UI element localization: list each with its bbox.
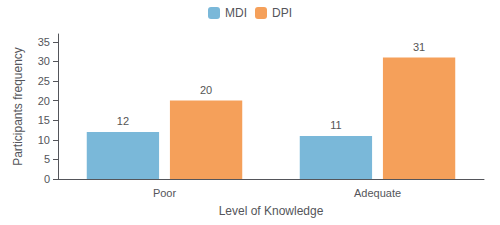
svg-text:12: 12	[117, 115, 129, 127]
svg-text:5: 5	[44, 153, 50, 165]
svg-text:DPI: DPI	[272, 6, 292, 20]
svg-text:35: 35	[38, 36, 50, 48]
svg-text:Level of Knowledge: Level of Knowledge	[219, 204, 324, 218]
svg-text:11: 11	[330, 119, 341, 131]
svg-text:31: 31	[413, 41, 425, 53]
svg-text:MDI: MDI	[225, 6, 247, 20]
svg-text:Adequate: Adequate	[354, 187, 401, 199]
svg-text:Participants frequency: Participants frequency	[11, 47, 25, 166]
svg-text:15: 15	[38, 114, 50, 126]
svg-text:20: 20	[38, 95, 50, 107]
svg-text:25: 25	[38, 75, 50, 87]
svg-text:10: 10	[38, 134, 50, 146]
svg-text:30: 30	[38, 55, 50, 67]
svg-text:Poor: Poor	[153, 187, 177, 199]
svg-text:20: 20	[200, 84, 212, 96]
svg-text:0: 0	[44, 173, 50, 185]
